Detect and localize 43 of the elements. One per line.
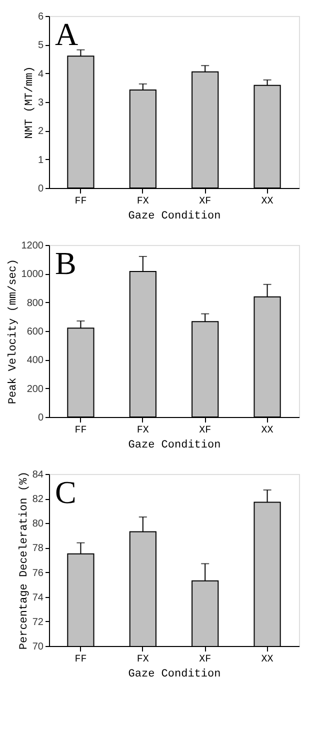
y-tick-label: 800 [26, 298, 44, 309]
y-tick-label: 200 [26, 384, 44, 395]
y-tick-label: 74 [32, 592, 44, 604]
annotation: A [55, 16, 78, 52]
y-tick-label: 2 [38, 126, 44, 138]
x-tick-label: FX [136, 426, 149, 436]
x-axis-title: Gaze Condition [128, 440, 221, 452]
y-tick-label: 0 [38, 412, 44, 424]
x-tick-label: XF [199, 654, 212, 666]
x-tick-label: XX [261, 654, 274, 666]
x-tick-label: XF [199, 196, 212, 208]
y-tick-label: 600 [26, 326, 44, 338]
y-tick-label: 76 [32, 568, 44, 579]
y-tick-label: 80 [32, 518, 44, 530]
y-tick-label: 1200 [21, 240, 44, 252]
x-axis-title: Gaze Condition [128, 668, 221, 680]
y-axis-title: Percentage Deceleration (%) [18, 471, 30, 650]
y-tick-label: 4 [38, 68, 44, 80]
x-tick-label: FX [136, 196, 149, 208]
y-tick-label: 82 [32, 494, 44, 506]
x-tick-label: XX [261, 196, 274, 208]
x-tick-label: FF [74, 196, 87, 208]
annotation: C [55, 474, 76, 510]
y-tick-label: 0 [38, 184, 44, 194]
y-tick-label: 1 [38, 154, 44, 166]
x-tick-label: XX [261, 426, 274, 436]
y-tick-label: 1000 [21, 269, 44, 280]
y-tick-label: 84 [32, 470, 44, 480]
y-tick-label: 78 [32, 543, 44, 554]
annotation: B [55, 245, 76, 281]
y-tick-label: 6 [38, 12, 44, 22]
y-tick-label: 400 [26, 355, 44, 366]
x-tick-label: XF [199, 426, 212, 436]
y-tick-label: 70 [32, 642, 44, 652]
x-tick-label: FX [136, 654, 149, 666]
y-axis-title: NMT (MT/mm) [24, 66, 36, 139]
x-tick-label: FF [74, 654, 87, 666]
y-tick-label: 5 [38, 40, 44, 52]
x-axis-title: Gaze Condition [128, 210, 221, 222]
y-tick-label: 3 [38, 98, 44, 108]
x-tick-label: FF [74, 426, 87, 436]
y-tick-label: 72 [32, 616, 44, 628]
y-axis-title: Peak Velocity (mm/sec) [7, 258, 20, 404]
